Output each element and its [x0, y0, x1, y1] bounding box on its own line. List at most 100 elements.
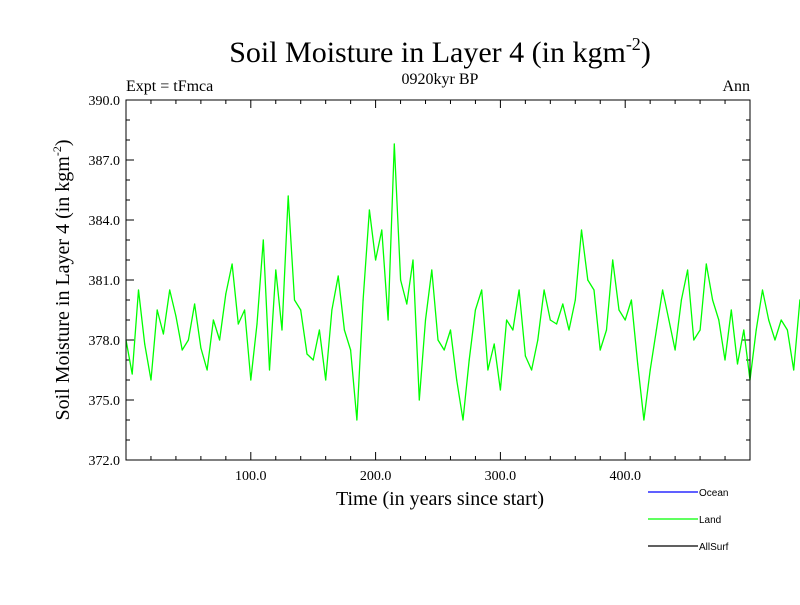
- data-point: [275, 269, 277, 271]
- data-point: [699, 329, 701, 331]
- data-point: [181, 349, 183, 351]
- legend-label-ocean: Ocean: [699, 488, 728, 499]
- data-point: [643, 419, 645, 421]
- subtitle-left: Expt = tFmca: [126, 78, 213, 95]
- subtitle-right: Ann: [722, 78, 750, 95]
- data-point: [680, 299, 682, 301]
- data-point: [225, 293, 227, 295]
- data-point: [293, 299, 296, 301]
- data-point: [362, 299, 364, 301]
- legend: Ocean Land AllSurf: [648, 488, 729, 553]
- legend-label-allsurf: AllSurf: [699, 542, 729, 553]
- data-point: [237, 323, 239, 325]
- data-point: [418, 399, 420, 401]
- y-tick-label: 378.0: [89, 334, 121, 349]
- data-point: [518, 289, 520, 291]
- data-point: [144, 343, 146, 345]
- data-point: [593, 289, 595, 291]
- x-tick-label: 100.0: [235, 469, 267, 484]
- data-point: [337, 275, 339, 277]
- x-tick-label: 400.0: [609, 469, 641, 484]
- data-point: [630, 299, 633, 301]
- data-point: [755, 329, 757, 331]
- data-point: [730, 309, 732, 311]
- data-point: [668, 319, 670, 321]
- data-point: [711, 299, 714, 301]
- data-point: [543, 289, 545, 291]
- data-point: [412, 259, 414, 261]
- data-point: [499, 389, 501, 391]
- data-point: [281, 329, 283, 331]
- data-point: [437, 339, 439, 341]
- data-point: [574, 299, 576, 301]
- data-point: [705, 263, 707, 265]
- data-point: [624, 319, 626, 321]
- data-point: [187, 339, 189, 341]
- data-point: [424, 319, 427, 321]
- data-point: [162, 333, 165, 335]
- data-point: [287, 195, 289, 197]
- data-point: [212, 319, 214, 321]
- data-point: [786, 329, 789, 331]
- data-point: [399, 279, 402, 281]
- x-tick-label: 300.0: [485, 469, 517, 484]
- data-point: [243, 309, 246, 311]
- data-point: [443, 349, 445, 351]
- data-point: [674, 349, 676, 351]
- data-point: [200, 347, 202, 349]
- data-point: [612, 259, 614, 261]
- data-point: [343, 329, 345, 331]
- data-point: [175, 315, 177, 317]
- data-point: [587, 279, 589, 281]
- series-layer: [125, 143, 800, 421]
- data-point: [562, 303, 564, 305]
- data-point: [487, 369, 489, 371]
- data-point: [381, 229, 383, 231]
- data-point: [350, 349, 352, 351]
- data-point: [649, 369, 651, 371]
- data-point: [718, 319, 720, 321]
- data-point: [512, 329, 514, 331]
- y-tick-label: 381.0: [89, 274, 121, 289]
- subtitle-center: 0920kyr BP: [402, 71, 479, 88]
- data-point: [137, 289, 140, 291]
- data-point: [431, 269, 433, 271]
- data-point: [768, 319, 770, 321]
- y-tick-label: 372.0: [89, 454, 121, 469]
- y-tick-label: 384.0: [89, 214, 121, 229]
- data-point: [331, 309, 333, 311]
- data-point: [481, 289, 483, 291]
- axis-ticks: [126, 99, 750, 461]
- data-point: [468, 359, 470, 361]
- data-point: [206, 369, 208, 371]
- data-point: [599, 349, 601, 351]
- data-point: [618, 309, 620, 311]
- data-point: [262, 239, 264, 241]
- data-point: [531, 369, 533, 371]
- y-tick-label: 390.0: [89, 94, 121, 109]
- data-point: [474, 309, 477, 311]
- data-point: [761, 289, 764, 291]
- data-point: [387, 319, 389, 321]
- data-point: [506, 319, 508, 321]
- chart-title: Soil Moisture in Layer 4 (in kgm-2): [229, 34, 651, 69]
- data-point: [250, 379, 252, 381]
- x-tick-label: 200.0: [360, 469, 392, 484]
- data-point: [312, 359, 314, 361]
- data-point: [231, 263, 233, 265]
- y-axis-title: Soil Moisture in Layer 4 (in kgm-2): [50, 139, 74, 420]
- data-point: [325, 379, 327, 381]
- data-point: [580, 229, 583, 231]
- data-point: [169, 289, 171, 291]
- data-point: [637, 363, 639, 365]
- data-point: [150, 379, 152, 381]
- data-point: [743, 329, 745, 331]
- data-point: [368, 209, 370, 211]
- data-point: [555, 323, 558, 325]
- data-point: [793, 369, 795, 371]
- y-tick-label: 387.0: [89, 154, 121, 169]
- data-point: [462, 419, 464, 421]
- axis-tick-labels: 372.0 375.0 378.0 381.0 384.0 387.0 390.0 100.0…: [89, 94, 641, 484]
